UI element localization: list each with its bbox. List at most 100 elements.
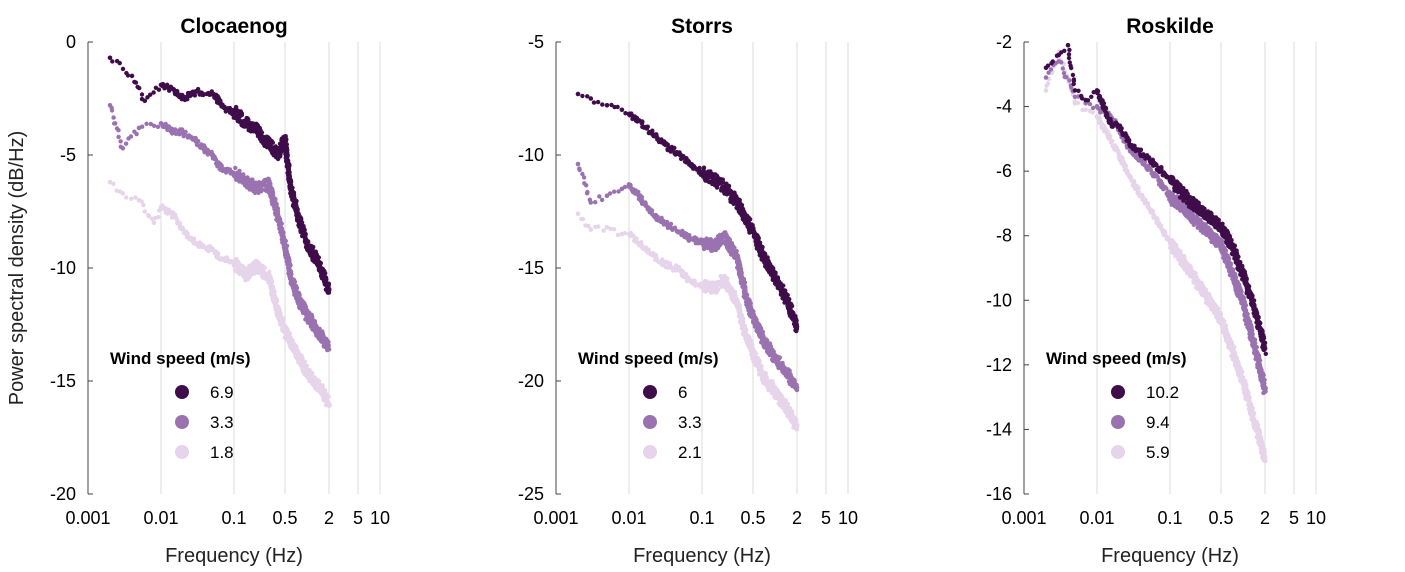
legend-title: Wind speed (m/s) xyxy=(578,349,719,368)
data-point xyxy=(575,91,581,97)
data-point xyxy=(794,328,799,334)
data-point xyxy=(193,136,198,141)
data-point xyxy=(575,161,581,167)
data-point xyxy=(649,208,655,213)
x-tick-label: 0.001 xyxy=(533,508,578,528)
data-point xyxy=(156,208,162,213)
data-point xyxy=(294,344,299,349)
data-point xyxy=(310,370,315,376)
data-point xyxy=(297,292,302,297)
data-point xyxy=(1116,151,1122,156)
data-point xyxy=(773,270,778,275)
data-point xyxy=(111,181,116,186)
data-point xyxy=(1090,110,1096,115)
data-point xyxy=(585,189,590,195)
data-point xyxy=(289,272,294,277)
data-point xyxy=(1193,271,1198,276)
data-point xyxy=(216,252,221,257)
data-point xyxy=(317,326,322,331)
y-tick-label: -10 xyxy=(518,145,544,165)
legend-marker xyxy=(643,385,657,399)
data-point xyxy=(794,423,800,429)
data-point xyxy=(117,60,122,66)
data-point xyxy=(789,303,795,309)
data-point xyxy=(237,168,242,174)
data-point xyxy=(120,145,126,151)
x-tick-label: 2 xyxy=(324,508,334,528)
legend-item: 2.1 xyxy=(643,443,702,462)
data-point xyxy=(672,145,677,151)
grid-lines xyxy=(160,42,381,494)
legend-label: 2.1 xyxy=(678,443,702,462)
data-point xyxy=(283,248,288,253)
data-point xyxy=(1083,107,1088,113)
data-point xyxy=(239,112,245,118)
y-tick-label: -5 xyxy=(60,145,76,165)
legend-label: 6.9 xyxy=(210,383,234,402)
data-point xyxy=(185,231,190,236)
data-point xyxy=(615,104,620,110)
axes xyxy=(1023,41,1029,495)
data-point xyxy=(1262,456,1268,461)
data-point xyxy=(144,121,149,127)
data-point xyxy=(1048,67,1054,72)
data-point xyxy=(241,172,246,177)
y-tick-label: -25 xyxy=(518,484,544,504)
chart-title: Roskilde xyxy=(1126,15,1214,38)
legend-marker xyxy=(643,445,657,459)
data-point xyxy=(174,88,180,94)
data-point xyxy=(763,371,768,376)
data-point xyxy=(744,292,750,297)
data-point xyxy=(1061,71,1067,76)
data-point xyxy=(118,139,123,144)
x-tick-label: 5 xyxy=(353,508,363,528)
data-point xyxy=(593,200,598,205)
data-point xyxy=(123,141,129,146)
data-point xyxy=(299,220,305,225)
chart-panel-clocaenog: Clocaenog 0.001 0.01 0.1 0.5 2 5 10 0-5-10-15-… xyxy=(6,15,390,567)
data-point xyxy=(1244,383,1249,388)
data-point xyxy=(183,129,188,135)
data-points xyxy=(575,91,800,432)
data-point xyxy=(622,184,628,190)
data-point xyxy=(1043,88,1049,93)
legend-marker xyxy=(643,415,657,429)
grid-lines xyxy=(1096,42,1317,494)
data-point xyxy=(581,175,587,180)
data-point xyxy=(792,378,797,384)
data-point xyxy=(120,66,126,72)
legend-label: 3.3 xyxy=(678,413,702,432)
data-point xyxy=(155,124,161,129)
data-point xyxy=(588,96,594,101)
data-point xyxy=(580,171,585,177)
data-point xyxy=(156,87,162,92)
data-point xyxy=(140,124,145,129)
data-point xyxy=(1076,100,1081,105)
data-point xyxy=(304,363,310,369)
data-point xyxy=(785,401,791,407)
data-point xyxy=(134,131,139,137)
data-point xyxy=(279,221,284,226)
data-point xyxy=(151,220,157,226)
data-point xyxy=(191,236,197,241)
data-point xyxy=(326,394,331,399)
data-point xyxy=(151,123,157,128)
data-point xyxy=(640,119,645,125)
data-point xyxy=(703,289,708,294)
series-3.3 xyxy=(107,103,332,353)
y-tick-labels: 0-5-10-15-20 xyxy=(50,32,76,504)
data-point xyxy=(284,151,290,156)
legend-label: 6 xyxy=(678,383,687,402)
legend: Wind speed (m/s) 6 3.3 2.1 xyxy=(578,349,719,462)
data-point xyxy=(575,211,581,217)
data-point xyxy=(597,194,602,199)
data-point xyxy=(280,233,286,239)
data-point xyxy=(591,100,597,105)
data-point xyxy=(109,108,115,113)
data-point xyxy=(165,82,170,87)
data-point xyxy=(622,231,627,236)
legend-item: 3.3 xyxy=(175,413,234,432)
x-tick-label: 0.5 xyxy=(273,508,298,528)
x-tick-label: 0.01 xyxy=(143,508,178,528)
